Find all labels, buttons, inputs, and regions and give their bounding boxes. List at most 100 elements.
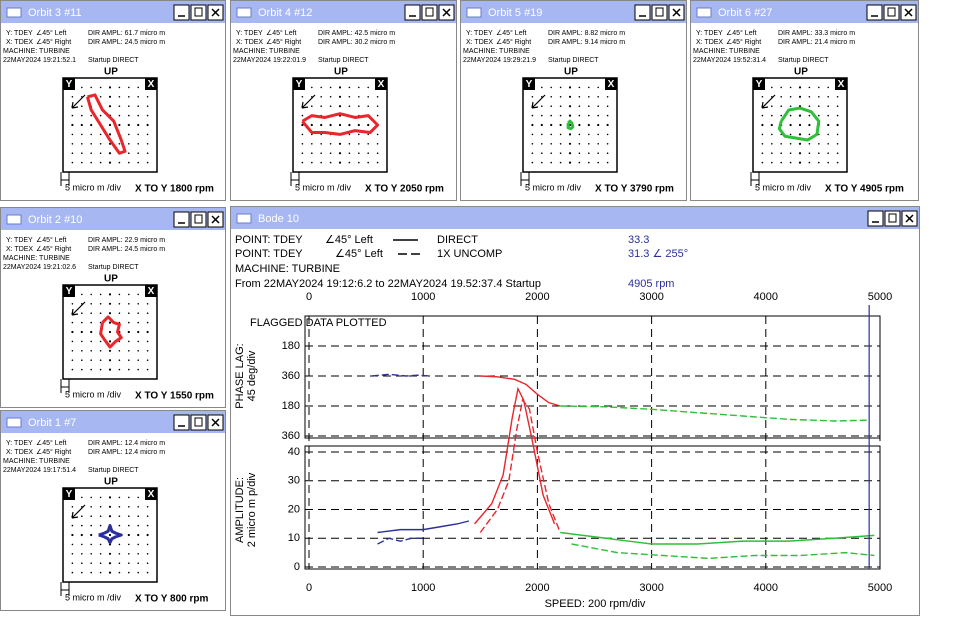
grid-dot <box>137 533 140 537</box>
speed: X TO Y 800 rpm <box>135 594 208 605</box>
orbit-plot <box>62 284 158 380</box>
grid-dot <box>836 143 839 145</box>
grid-dot <box>90 515 92 517</box>
grid-dot <box>108 330 112 334</box>
maximize-glyph <box>425 7 434 17</box>
y-probe: Y: TDEY <box>236 30 263 37</box>
minimize-button[interactable] <box>867 210 884 227</box>
grid-dot <box>128 312 130 314</box>
grid-dot <box>761 152 764 154</box>
grid-dot <box>771 161 773 164</box>
grid-dot <box>597 143 599 145</box>
grid-dot <box>836 123 839 127</box>
grid-dot <box>541 152 543 154</box>
grid-dot <box>827 143 829 145</box>
x-probe: X: TDEX <box>6 39 33 46</box>
minimize-button[interactable] <box>404 4 421 21</box>
timestamp: 22MAY2024 19:17:51.4 <box>3 467 76 474</box>
grid-dot <box>108 95 112 98</box>
up: UP <box>334 67 348 78</box>
maximize-button[interactable] <box>884 210 901 227</box>
grid-dot <box>128 133 130 136</box>
speed: X TO Y 2050 rpm <box>365 184 444 195</box>
grid-dot <box>771 133 773 136</box>
grid-dot <box>71 506 74 508</box>
maximize-button[interactable] <box>190 4 207 21</box>
grid-dot <box>128 293 130 296</box>
x-angle: ∠45° Right <box>496 38 531 46</box>
grid-dot <box>108 152 112 155</box>
grid-dot <box>81 562 83 564</box>
grid-dot <box>606 114 609 117</box>
grid-dot <box>367 86 369 89</box>
mode: Startup DIRECT <box>88 467 139 474</box>
grid-dot <box>137 96 139 98</box>
grid-dot <box>146 515 149 517</box>
grid-dot <box>99 312 102 314</box>
maximize-button[interactable] <box>190 211 207 228</box>
grid-dot <box>376 114 379 117</box>
grid-dot <box>128 161 130 164</box>
minimize-button[interactable] <box>173 4 190 21</box>
grid-dot <box>99 368 102 371</box>
maximize-button[interactable] <box>421 4 438 21</box>
grid-dot <box>71 533 74 537</box>
grid-dot <box>367 152 369 154</box>
grid-dot <box>146 152 149 154</box>
grid-dot <box>118 515 121 517</box>
grid-dot <box>128 105 130 107</box>
window-icon <box>696 7 712 18</box>
grid-dot <box>71 133 74 136</box>
machine: MACHINE: TURBINE <box>463 48 530 55</box>
grid-dot <box>128 350 130 352</box>
grid-dot <box>108 515 112 518</box>
bode-text: 33.3 <box>628 234 649 246</box>
x-axis-label: SPEED: 200 rpm/div <box>545 598 646 610</box>
minimize-button[interactable] <box>173 414 190 431</box>
minimize-button[interactable] <box>173 211 190 228</box>
grid-dot <box>588 86 590 89</box>
minimize-button[interactable] <box>634 4 651 21</box>
grid-dot <box>808 123 811 127</box>
grid-dot <box>827 152 829 154</box>
grid-dot <box>338 95 342 98</box>
grid-dot <box>789 86 792 89</box>
y-probe-box <box>63 78 75 90</box>
x-tick-label-bottom: 4000 <box>754 582 778 594</box>
grid-dot <box>118 96 121 98</box>
y-tick-label: 180 <box>282 340 300 352</box>
grid-dot <box>578 143 581 145</box>
title-bar <box>461 1 686 23</box>
grid-dot <box>108 340 112 343</box>
window-icon <box>466 7 482 18</box>
grid-dot <box>358 152 360 154</box>
maximize-button[interactable] <box>883 4 900 21</box>
maximize-button[interactable] <box>651 4 668 21</box>
bode-text: 1X UNCOMP <box>437 248 502 260</box>
grid-dot <box>90 359 92 361</box>
grid-dot <box>128 86 130 89</box>
up: UP <box>564 67 578 78</box>
grid-dot <box>90 133 92 136</box>
grid-dot <box>818 114 820 117</box>
x-probe: X: TDEX <box>466 39 493 46</box>
grid-dot <box>348 161 351 164</box>
grid-dot <box>71 368 74 371</box>
grid-dot <box>137 330 140 334</box>
grid-dot <box>578 86 581 89</box>
grid-dot <box>338 152 342 155</box>
close-glyph <box>904 8 913 17</box>
grid-dot <box>128 152 130 154</box>
grid-dot <box>128 571 130 574</box>
speed: X TO Y 1550 rpm <box>135 391 214 402</box>
grid-dot <box>798 86 802 89</box>
grid-dot <box>568 114 572 117</box>
x-probe: X: TDEX <box>236 39 263 46</box>
grid-dot <box>301 133 304 136</box>
up: UP <box>104 477 118 488</box>
grid-dot <box>587 123 590 127</box>
grid-dot <box>541 105 543 107</box>
maximize-button[interactable] <box>190 414 207 431</box>
minimize-button[interactable] <box>866 4 883 21</box>
grid-dot <box>146 350 149 352</box>
